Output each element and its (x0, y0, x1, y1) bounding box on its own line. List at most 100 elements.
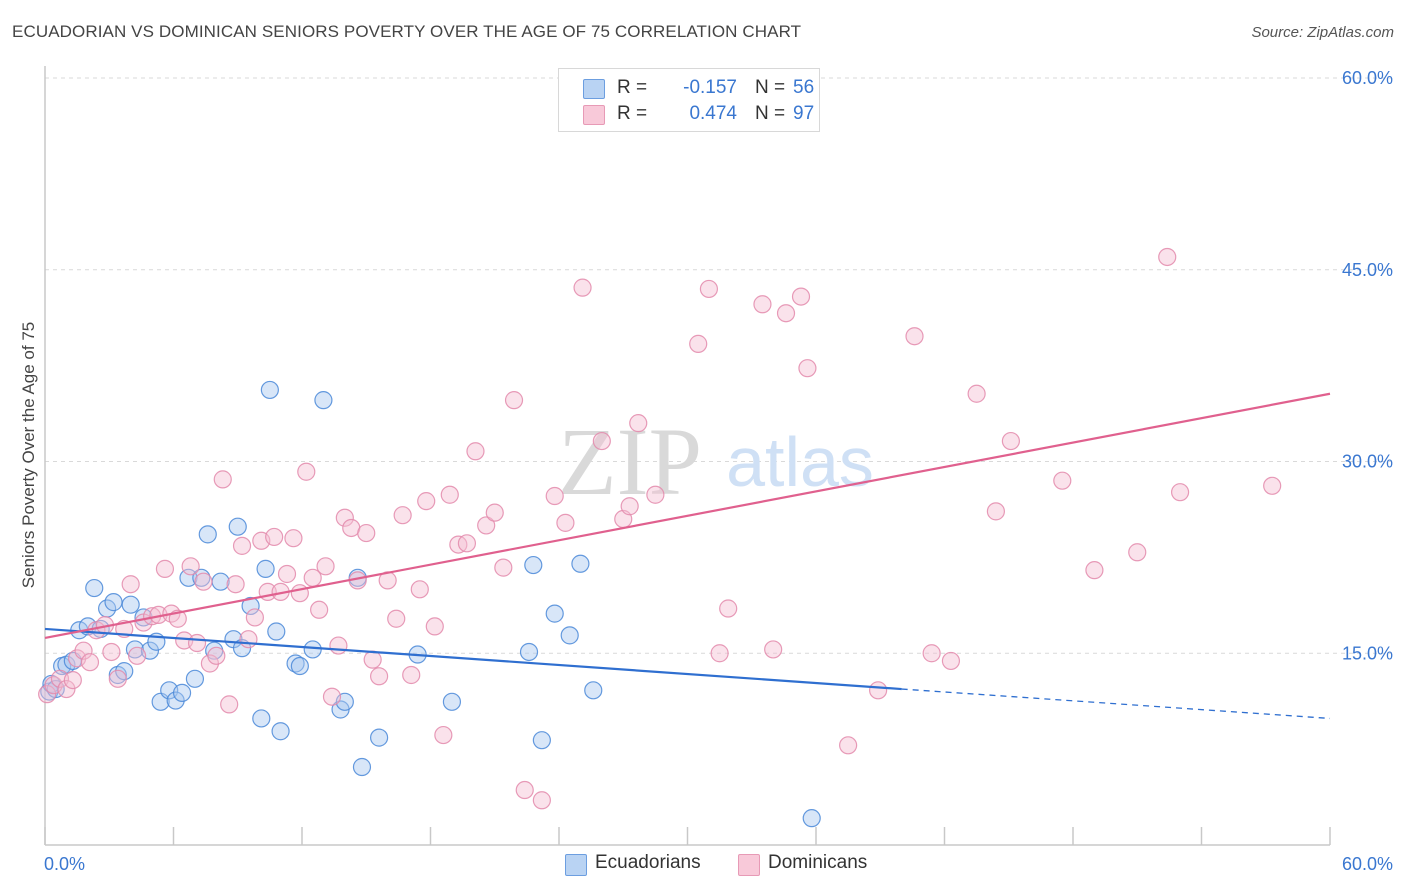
source-label: Source: ZipAtlas.com (1251, 24, 1394, 41)
ecuadorian-point (267, 622, 286, 641)
y-tick-label: 15.0% (1342, 643, 1393, 663)
ecuadorian-point (370, 728, 389, 747)
x-tick-label: 60.0% (1342, 854, 1393, 874)
dominican-point (776, 304, 796, 323)
legend-n-label: N = (755, 77, 786, 98)
dominican-point (108, 669, 127, 688)
dominican-point (245, 608, 264, 627)
watermark-atlas: atlas (726, 423, 874, 501)
y-tick-label: 60.0% (1342, 68, 1393, 88)
ecuadorian-point (352, 757, 372, 777)
ecuadorian-point (198, 525, 217, 544)
dominican-point (393, 506, 412, 525)
dominican-point (220, 695, 239, 714)
bottom-legend-label: Dominicans (768, 852, 868, 873)
ecuadorian-point (560, 626, 579, 645)
chart-title: ECUADORIAN VS DOMINICAN SENIORS POVERTY … (12, 22, 802, 41)
ecuadorian-point (252, 709, 271, 728)
dominican-point (80, 653, 100, 672)
dominican-point (357, 523, 376, 543)
trend-lines (44, 392, 1331, 720)
dominican-point (1128, 543, 1147, 562)
ecuadorian-point (290, 656, 309, 676)
dominican-point (494, 558, 513, 577)
stats-legend: R = -0.157 N = 56 R = 0.474 N = 97 (558, 68, 820, 132)
dominican-point (297, 462, 316, 481)
dominican-point (335, 508, 354, 527)
y-axis-label: Seniors Poverty Over the Age of 75 (19, 322, 38, 588)
dominican-point (290, 584, 309, 603)
legend-swatch-blue (583, 79, 605, 99)
dominican-point (532, 791, 551, 810)
ecuadorian-point (228, 517, 247, 536)
dominican-point (710, 644, 729, 663)
ecuadorian-point (211, 572, 230, 591)
ecuadorian-point (271, 722, 290, 741)
bottom-legend-swatch-blue (565, 854, 587, 876)
ecuadorian-point (121, 595, 140, 614)
dominican-point (316, 557, 335, 576)
dominican-point (329, 636, 348, 655)
ecuadorian-point (104, 593, 123, 612)
ecuadorian-point (519, 642, 539, 662)
dominican-point (277, 564, 297, 584)
ecuadorian-trend-line (44, 627, 902, 691)
legend-n-value: 56 (793, 77, 815, 98)
dominican-point (434, 725, 453, 745)
legend-swatch-pink (583, 105, 605, 125)
dominican-point (646, 485, 665, 504)
tick-labels: 15.0% 30.0% 45.0% 60.0% 0.0% 60.0% (44, 68, 1393, 874)
dominican-point (155, 559, 175, 578)
ecuadorian-point (584, 681, 603, 700)
dominican-point (791, 287, 811, 306)
ecuadorian-point (524, 555, 543, 575)
dominican-point (402, 665, 421, 685)
y-tick-label: 30.0% (1342, 452, 1393, 472)
dominican-point (967, 384, 986, 403)
dominican-point (310, 600, 329, 619)
dominican-point (839, 736, 858, 755)
dominican-point (573, 278, 592, 297)
grid-lines (45, 77, 1392, 654)
ecuadorian-trend-extension (901, 688, 1331, 720)
legend-r-value: 0.474 (689, 103, 737, 124)
bottom-legend-label: Ecuadorians (595, 852, 701, 873)
dominican-point (425, 617, 444, 636)
ecuadorian-point (442, 692, 462, 711)
dominican-point (986, 502, 1006, 521)
dominican-point (753, 295, 772, 314)
dominican-point (284, 529, 303, 548)
dominican-point (485, 503, 504, 522)
dominican-point (410, 580, 429, 599)
dominican-point (181, 557, 200, 576)
dominican-point (213, 470, 232, 489)
dominican-point (620, 497, 639, 516)
dominican-point (689, 334, 708, 353)
dominican-point (57, 679, 76, 699)
dominican-trend-line (44, 392, 1331, 639)
dominican-point (226, 575, 245, 594)
ecuadorian-point (172, 683, 192, 702)
dominican-point (1001, 431, 1020, 451)
dominican-point (466, 442, 485, 461)
legend-n-value: 97 (793, 103, 815, 124)
y-tick-label: 45.0% (1342, 260, 1393, 280)
ecuadorian-point (179, 568, 198, 587)
dominican-point (417, 492, 436, 511)
ecuadorian-point (545, 604, 564, 623)
dominican-point (545, 486, 564, 506)
dominican-point (798, 359, 817, 378)
dominican-point (194, 572, 213, 591)
dominican-point (629, 414, 648, 433)
dominican-point (1263, 476, 1282, 495)
legend-r-label: R = (617, 77, 648, 98)
dominican-point (457, 534, 477, 553)
watermark: ZIP atlas (558, 408, 874, 515)
dominican-point (239, 630, 258, 649)
dominican-point (556, 513, 575, 532)
x-tick-label: 0.0% (44, 854, 85, 874)
ecuadorian-point (241, 596, 260, 616)
legend-n-label: N = (755, 103, 786, 124)
dominican-point (1170, 483, 1190, 502)
